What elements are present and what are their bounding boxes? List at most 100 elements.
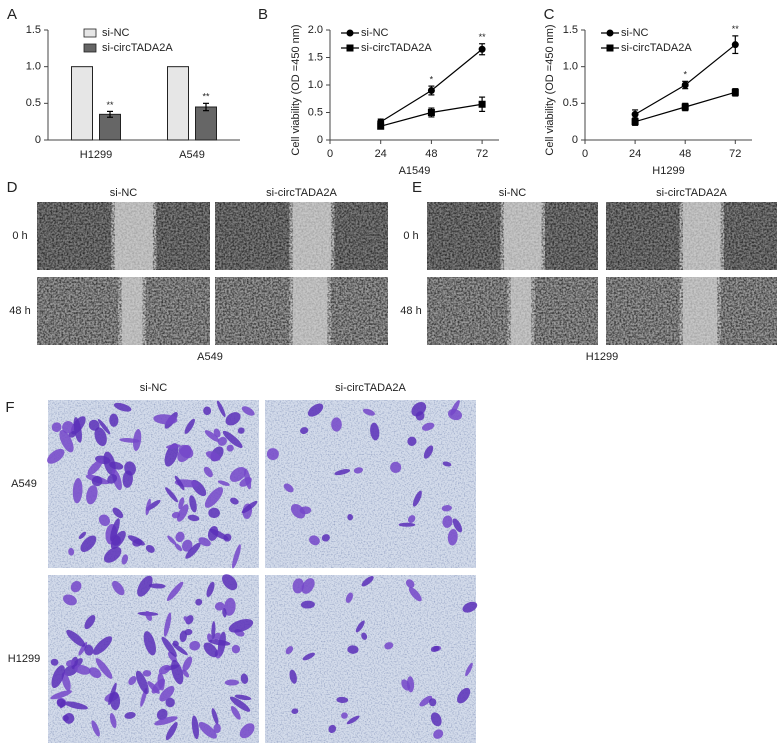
stained-cell: [307, 403, 324, 417]
bar: [99, 113, 121, 141]
column-header: si-NC: [140, 382, 168, 394]
x-tick-label: 48: [679, 148, 691, 160]
stained-cell: [429, 698, 437, 707]
stained-cell: [153, 414, 178, 425]
data-point: [731, 41, 739, 49]
stained-cell: [137, 575, 153, 597]
stained-cell: [205, 451, 221, 461]
stained-cell: [163, 612, 172, 637]
stained-cell: [51, 665, 65, 689]
x-tick-label: 24: [375, 148, 387, 160]
stained-cell: [447, 528, 458, 546]
stained-cell: [165, 722, 178, 741]
stained-cell: [347, 645, 359, 654]
micrograph: [37, 277, 210, 345]
wound-gap-shade: [682, 277, 718, 345]
data-point: [631, 110, 639, 118]
stained-cell: [283, 483, 294, 493]
x-tick-label: H1299: [80, 149, 112, 161]
panel-label: C: [544, 6, 555, 23]
x-tick-label: A549: [179, 149, 205, 161]
x-tick-label: 72: [729, 148, 741, 160]
stained-cell: [165, 487, 178, 503]
stained-cell: [211, 621, 216, 640]
stained-cell: [110, 530, 126, 549]
y-tick-label: 1.0: [26, 61, 41, 73]
x-axis-label: H1299: [652, 165, 684, 177]
x-tick-label: 0: [582, 148, 588, 160]
data-point: [681, 81, 689, 89]
micrograph: [427, 202, 598, 270]
stained-cell: [93, 636, 113, 655]
data-point: [681, 103, 689, 111]
legend-label: si-circTADA2A: [621, 42, 692, 54]
stained-cell: [110, 691, 121, 711]
stained-cell: [240, 673, 249, 684]
data-point: [427, 87, 435, 94]
stained-cell: [231, 644, 241, 654]
wound-gap-shade: [114, 202, 153, 270]
stained-cell: [109, 413, 119, 427]
panel-label: E: [412, 179, 422, 196]
stained-cell: [143, 631, 156, 656]
stained-cell: [204, 430, 220, 442]
stained-cell: [121, 554, 129, 565]
stained-cell: [59, 430, 74, 453]
wound-gap-shade: [292, 277, 328, 345]
stained-cell: [419, 695, 433, 707]
significance: **: [732, 24, 740, 34]
data-point: [478, 100, 486, 108]
stained-cell: [203, 406, 212, 416]
stained-cell: [204, 487, 224, 508]
stained-cell: [95, 658, 113, 679]
wound-gap-shade: [121, 277, 143, 345]
texture: [265, 575, 476, 743]
stained-cell: [423, 445, 434, 459]
stained-cell: [168, 651, 177, 663]
stained-cell: [62, 421, 74, 434]
panel-label: B: [258, 6, 268, 23]
data-point: [478, 45, 486, 53]
caption: H1299: [586, 351, 618, 363]
stained-cell: [407, 515, 416, 524]
stained-cell: [207, 526, 219, 541]
micrograph: [606, 277, 777, 345]
stained-cell: [203, 642, 218, 658]
stained-cell: [229, 696, 251, 712]
stained-cell: [292, 578, 305, 594]
stained-cell: [206, 581, 215, 598]
y-tick-label: 1.5: [308, 51, 323, 63]
stained-cell: [187, 514, 200, 522]
stained-cell: [346, 715, 360, 725]
legend-marker: [606, 44, 614, 52]
stained-cell: [175, 531, 185, 543]
stained-cell: [226, 444, 234, 452]
micrograph: [48, 574, 259, 743]
data-point: [427, 109, 435, 116]
panel-label: D: [7, 179, 18, 196]
stained-cell: [165, 697, 175, 708]
stained-cell: [179, 630, 187, 643]
stained-cell: [230, 705, 241, 720]
stained-cell: [128, 676, 137, 686]
y-axis-label: Cell viability (OD =450 nm): [544, 24, 556, 155]
stained-cell: [161, 636, 177, 657]
stained-cell: [65, 659, 75, 667]
legend-marker: [606, 29, 614, 37]
stained-cell: [59, 700, 66, 709]
stained-cell: [241, 500, 258, 514]
y-tick-label: 1.5: [26, 24, 41, 36]
stained-cell: [183, 616, 191, 623]
stained-cell: [224, 597, 236, 616]
stained-cell: [62, 594, 77, 606]
stained-cell: [110, 518, 120, 542]
stained-cell: [97, 419, 111, 435]
stained-cell: [217, 480, 230, 486]
stained-cell: [189, 640, 201, 651]
stained-cell: [172, 643, 188, 656]
micrograph: [215, 202, 388, 270]
error-bar: [107, 110, 113, 118]
stained-cell: [237, 427, 245, 434]
stained-cell: [442, 515, 453, 528]
